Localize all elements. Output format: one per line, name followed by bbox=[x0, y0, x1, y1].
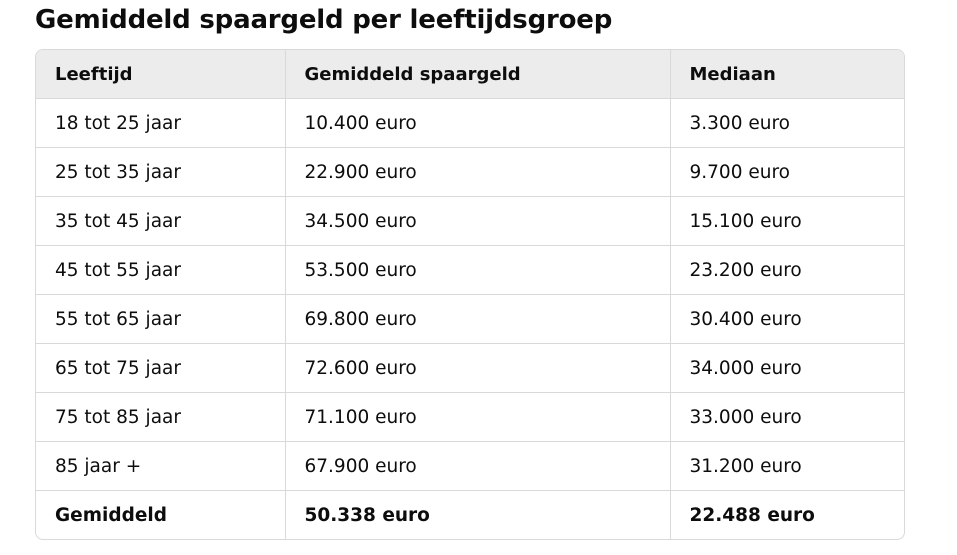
age-cell: 18 tot 25 jaar bbox=[36, 98, 286, 148]
header-average-savings: Gemiddeld spaargeld bbox=[285, 50, 671, 99]
median-cell: 3.300 euro bbox=[670, 98, 904, 148]
savings-table-container: Leeftijd Gemiddeld spaargeld Mediaan 18 … bbox=[35, 49, 905, 540]
age-cell: 85 jaar + bbox=[36, 441, 286, 491]
age-cell: 25 tot 35 jaar bbox=[36, 147, 286, 197]
average-cell: 10.400 euro bbox=[285, 98, 671, 148]
savings-table: Leeftijd Gemiddeld spaargeld Mediaan 18 … bbox=[36, 50, 904, 539]
median-cell: 30.400 euro bbox=[670, 294, 904, 344]
median-cell: 34.000 euro bbox=[670, 343, 904, 393]
average-cell: 67.900 euro bbox=[285, 441, 671, 491]
header-age: Leeftijd bbox=[36, 50, 286, 99]
header-median: Mediaan bbox=[670, 50, 904, 99]
table-header-row: Leeftijd Gemiddeld spaargeld Mediaan bbox=[36, 50, 904, 99]
median-cell: 33.000 euro bbox=[670, 392, 904, 442]
table-row: 55 tot 65 jaar 69.800 euro 30.400 euro bbox=[36, 294, 904, 344]
median-cell: 23.200 euro bbox=[670, 245, 904, 295]
age-cell: 65 tot 75 jaar bbox=[36, 343, 286, 393]
average-cell: 53.500 euro bbox=[285, 245, 671, 295]
average-cell: 69.800 euro bbox=[285, 294, 671, 344]
table-row: 85 jaar + 67.900 euro 31.200 euro bbox=[36, 441, 904, 491]
table-row: 75 tot 85 jaar 71.100 euro 33.000 euro bbox=[36, 392, 904, 442]
age-cell: 35 tot 45 jaar bbox=[36, 196, 286, 246]
total-average-cell: 50.338 euro bbox=[285, 490, 671, 539]
table-row: 35 tot 45 jaar 34.500 euro 15.100 euro bbox=[36, 196, 904, 246]
table-total-row: Gemiddeld 50.338 euro 22.488 euro bbox=[36, 490, 904, 539]
table-row: 25 tot 35 jaar 22.900 euro 9.700 euro bbox=[36, 147, 904, 197]
median-cell: 9.700 euro bbox=[670, 147, 904, 197]
total-median-cell: 22.488 euro bbox=[689, 504, 815, 526]
age-cell: 45 tot 55 jaar bbox=[36, 245, 286, 295]
median-cell: 31.200 euro bbox=[670, 441, 904, 491]
page-title: Gemiddeld spaargeld per leeftijdsgroep bbox=[35, 5, 613, 35]
age-cell: 55 tot 65 jaar bbox=[36, 294, 286, 344]
median-cell: 15.100 euro bbox=[670, 196, 904, 246]
table-row: 45 tot 55 jaar 53.500 euro 23.200 euro bbox=[36, 245, 904, 295]
age-cell: 75 tot 85 jaar bbox=[36, 392, 286, 442]
table-row: 65 tot 75 jaar 72.600 euro 34.000 euro bbox=[36, 343, 904, 393]
average-cell: 22.900 euro bbox=[285, 147, 671, 197]
table-row: 18 tot 25 jaar 10.400 euro 3.300 euro bbox=[36, 98, 904, 148]
total-label-cell: Gemiddeld bbox=[36, 490, 286, 539]
average-cell: 34.500 euro bbox=[285, 196, 671, 246]
average-cell: 72.600 euro bbox=[285, 343, 671, 393]
average-cell: 71.100 euro bbox=[285, 392, 671, 442]
